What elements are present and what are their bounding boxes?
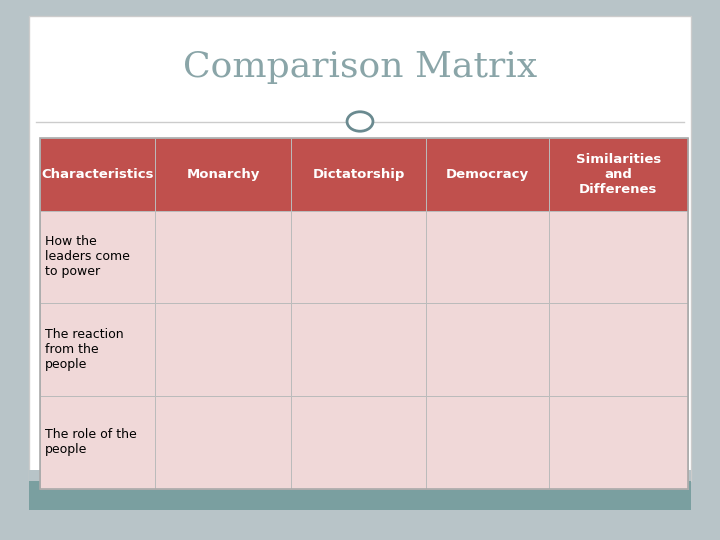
- Bar: [426, 211, 549, 303]
- Bar: [291, 211, 426, 303]
- Bar: [426, 303, 549, 396]
- Bar: [549, 211, 688, 303]
- Bar: [29, 16, 691, 481]
- Text: Comparison Matrix: Comparison Matrix: [183, 51, 537, 84]
- Text: Dictatorship: Dictatorship: [312, 167, 405, 181]
- Bar: [549, 303, 688, 396]
- Text: The reaction
from the
people: The reaction from the people: [45, 328, 124, 371]
- Text: Monarchy: Monarchy: [186, 167, 260, 181]
- Circle shape: [347, 112, 373, 131]
- Text: How the
leaders come
to power: How the leaders come to power: [45, 235, 130, 279]
- Bar: [29, 481, 691, 510]
- Bar: [291, 303, 426, 396]
- Bar: [40, 303, 156, 396]
- Text: Democracy: Democracy: [446, 167, 529, 181]
- Text: Similarities
and
Differenes: Similarities and Differenes: [575, 153, 661, 195]
- Bar: [156, 211, 291, 303]
- Bar: [549, 396, 688, 489]
- Bar: [549, 138, 688, 211]
- Bar: [426, 396, 549, 489]
- Text: Characteristics: Characteristics: [41, 167, 153, 181]
- Bar: [156, 303, 291, 396]
- Bar: [40, 138, 156, 211]
- Bar: [29, 470, 691, 481]
- Bar: [291, 138, 426, 211]
- Text: The role of the
people: The role of the people: [45, 428, 137, 456]
- Bar: [156, 138, 291, 211]
- Bar: [40, 211, 156, 303]
- Bar: [40, 138, 688, 489]
- Bar: [426, 138, 549, 211]
- Bar: [156, 396, 291, 489]
- Bar: [40, 396, 156, 489]
- Bar: [291, 396, 426, 489]
